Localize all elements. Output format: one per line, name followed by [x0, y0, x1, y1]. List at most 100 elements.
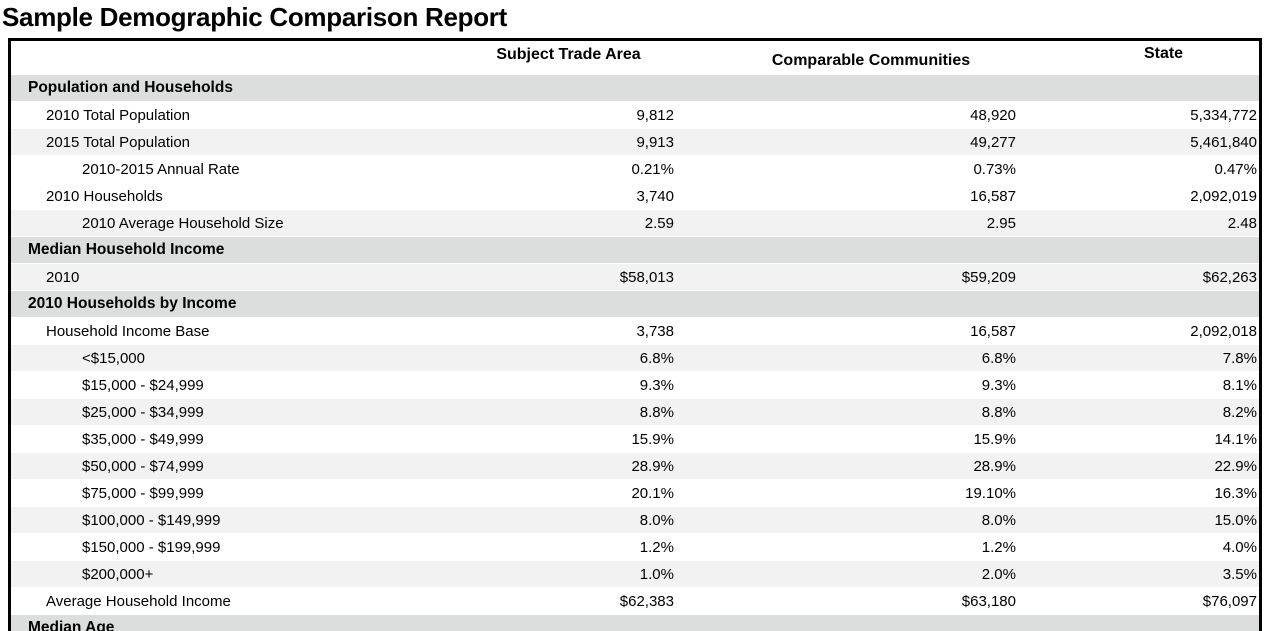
table-row: 2010 $58,013 $59,209 $62,263 [11, 264, 1259, 291]
row-label: 2010 Total Population [46, 106, 191, 124]
row-value: 3,738 [636, 322, 674, 340]
row-label: $75,000 - $99,999 [82, 484, 204, 502]
section-label: Median Household Income [28, 241, 225, 258]
column-header-state: State [1143, 45, 1184, 62]
section-row: Population and Households [11, 75, 1259, 102]
row-value: 8.1% [1222, 376, 1257, 394]
table-body: Population and Households 2010 Total Popu… [11, 75, 1259, 631]
row-value: 16.3% [1214, 484, 1257, 502]
row-value: 28.9% [973, 457, 1016, 475]
row-label: 2010 [46, 268, 80, 286]
row-value: 4.0% [1222, 538, 1257, 556]
row-value: 15.0% [1214, 511, 1257, 529]
row-value: 28.9% [631, 457, 674, 475]
row-value: 6.8% [981, 349, 1016, 367]
row-value: 5,461,840 [1190, 133, 1257, 151]
row-value: 8.0% [981, 511, 1016, 529]
row-value: 2.48 [1227, 214, 1257, 232]
table-row: $35,000 - $49,999 15.9% 15.9% 14.1% [11, 426, 1259, 453]
row-value: 1.2% [981, 538, 1016, 556]
section-label: 2010 Households by Income [28, 295, 237, 312]
row-value: 7.8% [1222, 349, 1257, 367]
row-label: 2015 Total Population [46, 133, 191, 151]
row-label: 2010 Average Household Size [82, 214, 284, 232]
row-value: 19.10% [965, 484, 1016, 502]
row-value: 2.95 [986, 214, 1016, 232]
row-label: Average Household Income [46, 592, 231, 610]
row-value: 2,092,018 [1190, 322, 1257, 340]
column-header-comparable-communities: Comparable Communities [771, 52, 971, 69]
table-row: 2010-2015 Annual Rate 0.21% 0.73% 0.47% [11, 156, 1259, 183]
table-row: Average Household Income $62,383 $63,180 $7… [11, 588, 1259, 615]
row-value: 49,277 [970, 133, 1016, 151]
row-value: 9.3% [981, 376, 1016, 394]
section-row: 2010 Households by Income [11, 291, 1259, 318]
table-row: $15,000 - $24,999 9.3% 9.3% 8.1% [11, 372, 1259, 399]
header-spacer [11, 41, 441, 75]
row-value: 8.8% [639, 403, 674, 421]
row-value: $62,263 [1202, 268, 1257, 286]
row-value: $58,013 [619, 268, 674, 286]
row-label: $150,000 - $199,999 [82, 538, 221, 556]
section-label: Population and Households [28, 79, 233, 96]
row-value: 14.1% [1214, 430, 1257, 448]
table-row: $150,000 - $199,999 1.2% 1.2% 4.0% [11, 534, 1259, 561]
table-header-row: Subject Trade Area Comparable Communitie… [11, 41, 1259, 75]
row-value: 8.0% [639, 511, 674, 529]
row-value: 16,587 [970, 187, 1016, 205]
row-label: $25,000 - $34,999 [82, 403, 204, 421]
row-label: $35,000 - $49,999 [82, 430, 204, 448]
row-label: $50,000 - $74,999 [82, 457, 204, 475]
table-row: $25,000 - $34,999 8.8% 8.8% 8.2% [11, 399, 1259, 426]
row-value: 1.2% [639, 538, 674, 556]
row-value: $63,180 [961, 592, 1016, 610]
row-label: Household Income Base [46, 322, 210, 340]
row-value: 9,913 [636, 133, 674, 151]
row-value: $59,209 [961, 268, 1016, 286]
table-row: Household Income Base 3,738 16,587 2,092,01… [11, 318, 1259, 345]
section-label: Median Age [28, 619, 115, 631]
row-value: 3.5% [1222, 565, 1257, 583]
row-value: 0.73% [973, 160, 1016, 178]
row-value: 9,812 [636, 106, 674, 124]
table-row: 2015 Total Population 9,913 49,277 5,461,84… [11, 129, 1259, 156]
row-value: 15.9% [973, 430, 1016, 448]
row-value: 16,587 [970, 322, 1016, 340]
section-row: Median Household Income [11, 237, 1259, 264]
row-value: 0.47% [1214, 160, 1257, 178]
table-row: $50,000 - $74,999 28.9% 28.9% 22.9% [11, 453, 1259, 480]
page-title: Sample Demographic Comparison Report [2, 2, 507, 32]
row-value: 2,092,019 [1190, 187, 1257, 205]
row-value: 8.8% [981, 403, 1016, 421]
row-label: <$15,000 [82, 349, 145, 367]
row-value: $76,097 [1202, 592, 1257, 610]
row-value: 5,334,772 [1190, 106, 1257, 124]
table-row: 2010 Households 3,740 16,587 2,092,019 [11, 183, 1259, 210]
row-value: 20.1% [631, 484, 674, 502]
row-value: 48,920 [970, 106, 1016, 124]
row-value: 8.2% [1222, 403, 1257, 421]
table-row: $100,000 - $149,999 8.0% 8.0% 15.0% [11, 507, 1259, 534]
row-value: 2.0% [981, 565, 1016, 583]
section-row: Median Age [11, 615, 1259, 631]
demographic-comparison-table: Subject Trade Area Comparable Communitie… [8, 38, 1262, 631]
row-label: $100,000 - $149,999 [82, 511, 221, 529]
table-row: <$15,000 6.8% 6.8% 7.8% [11, 345, 1259, 372]
row-value: 22.9% [1214, 457, 1257, 475]
row-value: 1.0% [639, 565, 674, 583]
row-label: 2010 Households [46, 187, 163, 205]
row-value: 6.8% [639, 349, 674, 367]
column-header-subject-trade-area: Subject Trade Area [496, 46, 641, 63]
row-value: 15.9% [631, 430, 674, 448]
table-row: 2010 Total Population 9,812 48,920 5,334,77… [11, 102, 1259, 129]
row-value: $62,383 [619, 592, 674, 610]
row-label: $15,000 - $24,999 [82, 376, 204, 394]
row-label: $200,000+ [82, 565, 154, 583]
table-row: 2010 Average Household Size 2.59 2.95 2.48 [11, 210, 1259, 237]
row-value: 3,740 [636, 187, 674, 205]
row-value: 9.3% [639, 376, 674, 394]
table-row: $200,000+ 1.0% 2.0% 3.5% [11, 561, 1259, 588]
row-label: 2010-2015 Annual Rate [82, 160, 240, 178]
table-row: $75,000 - $99,999 20.1% 19.10% 16.3% [11, 480, 1259, 507]
row-value: 0.21% [631, 160, 674, 178]
